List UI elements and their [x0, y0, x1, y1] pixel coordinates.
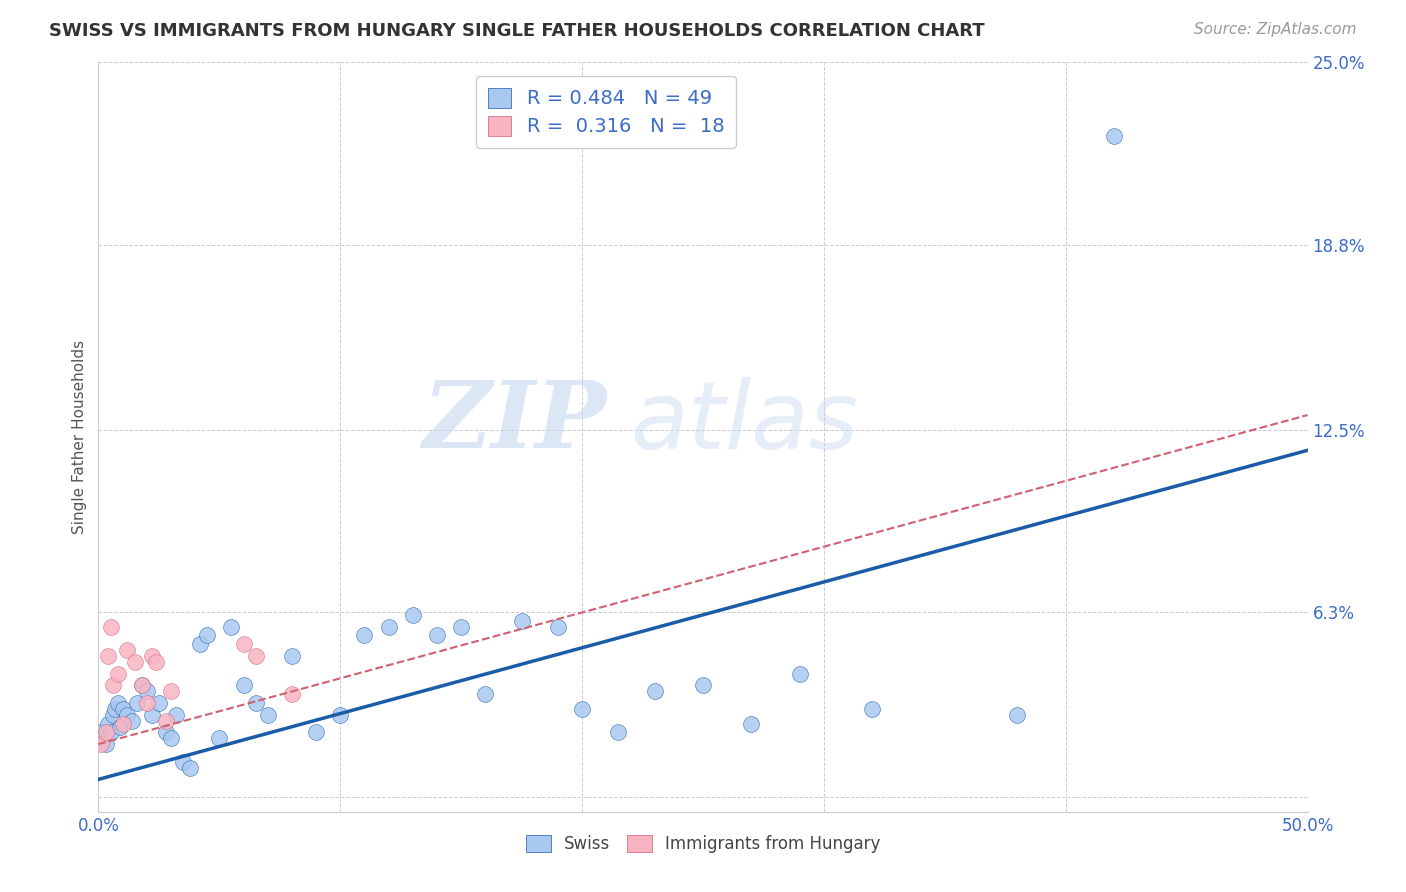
Point	[127, 696, 149, 710]
Point	[107, 696, 129, 710]
Point	[160, 731, 183, 746]
Point	[188, 637, 211, 651]
Point	[547, 619, 569, 633]
Point	[245, 696, 267, 710]
Y-axis label: Single Father Households: Single Father Households	[72, 340, 87, 534]
Point	[402, 607, 425, 622]
Text: atlas: atlas	[630, 376, 859, 467]
Text: SWISS VS IMMIGRANTS FROM HUNGARY SINGLE FATHER HOUSEHOLDS CORRELATION CHART: SWISS VS IMMIGRANTS FROM HUNGARY SINGLE …	[49, 22, 984, 40]
Point	[232, 637, 254, 651]
Point	[131, 678, 153, 692]
Point	[426, 628, 449, 642]
Point	[141, 707, 163, 722]
Point	[789, 666, 811, 681]
Point	[101, 707, 124, 722]
Point	[155, 714, 177, 728]
Point	[101, 678, 124, 692]
Point	[94, 725, 117, 739]
Point	[221, 619, 243, 633]
Point	[607, 725, 630, 739]
Point	[124, 655, 146, 669]
Text: Source: ZipAtlas.com: Source: ZipAtlas.com	[1194, 22, 1357, 37]
Point	[165, 707, 187, 722]
Point	[305, 725, 328, 739]
Point	[208, 731, 231, 746]
Point	[107, 666, 129, 681]
Point	[377, 619, 399, 633]
Point	[97, 716, 120, 731]
Point	[510, 614, 533, 628]
Point	[644, 684, 666, 698]
Point	[281, 648, 304, 663]
Point	[131, 678, 153, 692]
Point	[121, 714, 143, 728]
Point	[860, 702, 883, 716]
Legend: Swiss, Immigrants from Hungary: Swiss, Immigrants from Hungary	[519, 828, 887, 860]
Point	[108, 719, 131, 733]
Point	[104, 702, 127, 716]
Point	[172, 755, 194, 769]
Point	[117, 707, 139, 722]
Point	[111, 716, 134, 731]
Point	[145, 655, 167, 669]
Point	[91, 731, 114, 746]
Point	[135, 696, 157, 710]
Point	[94, 737, 117, 751]
Point	[245, 648, 267, 663]
Point	[232, 678, 254, 692]
Text: ZIP: ZIP	[422, 377, 606, 467]
Point	[474, 687, 496, 701]
Point	[281, 687, 304, 701]
Point	[100, 725, 122, 739]
Point	[100, 619, 122, 633]
Point	[195, 628, 218, 642]
Point	[97, 648, 120, 663]
Point	[450, 619, 472, 633]
Point	[329, 707, 352, 722]
Point	[692, 678, 714, 692]
Point	[740, 716, 762, 731]
Point	[111, 702, 134, 716]
Point	[1007, 707, 1029, 722]
Point	[179, 761, 201, 775]
Point	[155, 725, 177, 739]
Point	[90, 737, 112, 751]
Point	[90, 725, 112, 739]
Point	[256, 707, 278, 722]
Point	[135, 684, 157, 698]
Point	[141, 648, 163, 663]
Point	[117, 643, 139, 657]
Point	[148, 696, 170, 710]
Point	[1102, 128, 1125, 143]
Point	[571, 702, 593, 716]
Point	[160, 684, 183, 698]
Point	[353, 628, 375, 642]
